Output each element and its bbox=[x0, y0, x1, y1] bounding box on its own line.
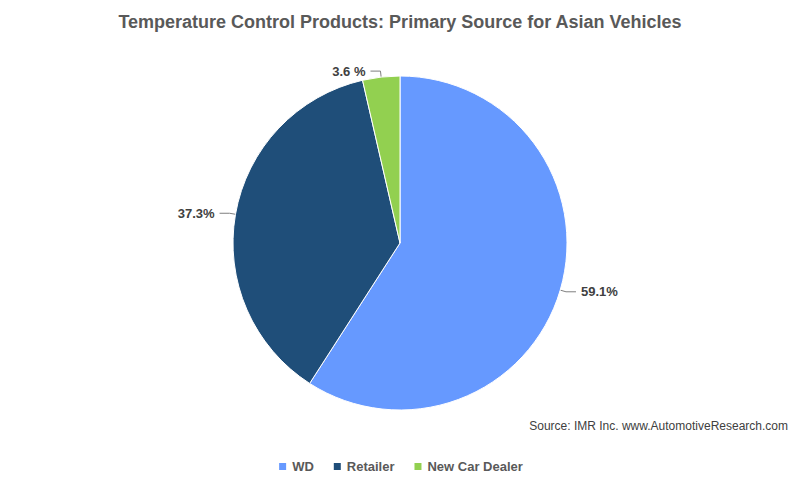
svg-text:59.1%: 59.1% bbox=[581, 284, 618, 299]
svg-text:3.6 %: 3.6 % bbox=[332, 64, 366, 79]
svg-text:Temperature Control Products:: Temperature Control Products: Primary So… bbox=[118, 12, 681, 32]
svg-text:WD: WD bbox=[292, 459, 314, 474]
svg-text:New Car Dealer: New Car Dealer bbox=[427, 459, 522, 474]
svg-text:Source: IMR Inc. www.Automotiv: Source: IMR Inc. www.AutomotiveResearch.… bbox=[529, 419, 788, 433]
svg-text:37.3%: 37.3% bbox=[178, 206, 215, 221]
svg-text:Retailer: Retailer bbox=[347, 459, 395, 474]
